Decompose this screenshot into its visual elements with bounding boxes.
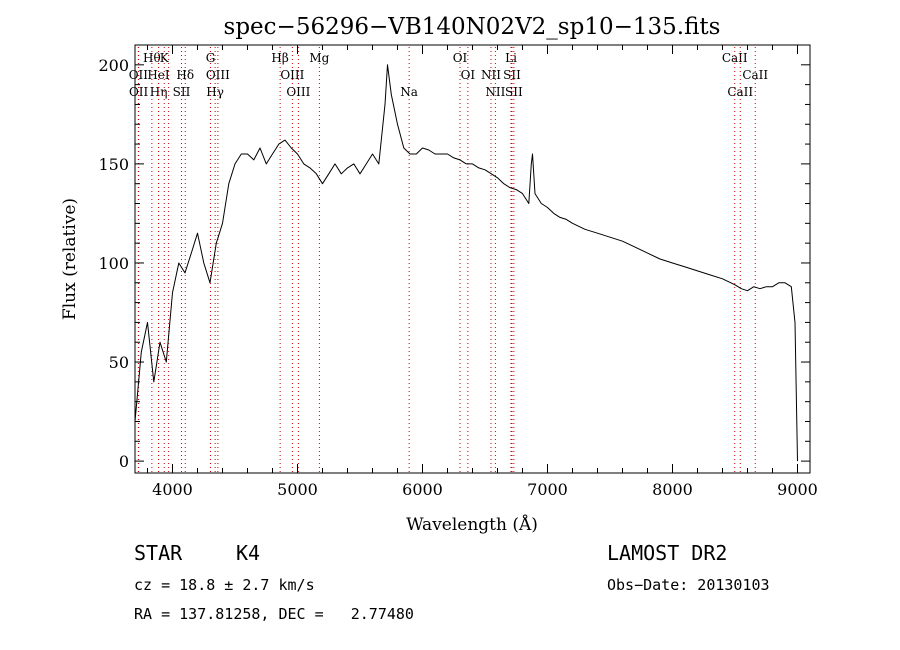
x-tick-label: 6000 xyxy=(402,480,443,499)
y-tick-label: 200 xyxy=(98,56,129,75)
line-marker-label: Li xyxy=(505,51,517,65)
line-marker-label: CaII xyxy=(742,68,768,82)
line-marker-label: HeI xyxy=(147,68,170,82)
line-marker-label: NII xyxy=(481,68,501,82)
y-tick-label: 150 xyxy=(98,155,129,174)
y-tick-label: 50 xyxy=(109,353,129,372)
line-marker-label: OIII xyxy=(206,68,230,82)
line-marker-label: Mg xyxy=(309,51,329,65)
line-marker-label: Hβ xyxy=(271,51,288,65)
line-marker-label: OI xyxy=(461,68,476,82)
line-marker-label: OII xyxy=(129,85,149,99)
survey-name: LAMOST DR2 xyxy=(607,541,728,565)
line-marker-label: CaII xyxy=(727,85,753,99)
line-marker-label: Hθ xyxy=(143,51,161,65)
x-axis-label: Wavelength (Å) xyxy=(406,514,538,535)
x-tick-label: 4000 xyxy=(152,480,193,499)
line-marker-label: NII xyxy=(485,85,505,99)
line-marker-label: SII xyxy=(505,85,523,99)
line-marker-label: OI xyxy=(453,51,468,65)
chart-title: spec−56296−VB140N02V2_sp10−135.fits xyxy=(224,14,721,40)
line-marker-label: SII xyxy=(173,85,191,99)
line-marker-label: K xyxy=(160,51,170,65)
line-marker-label: G xyxy=(206,51,216,65)
plot-area: 4000 5000 6000 7000 8000 9000 0 50 100 150 200 xyxy=(98,44,818,499)
x-tick-label: 9000 xyxy=(777,480,818,499)
line-marker-label: CaII xyxy=(722,51,748,65)
x-tick-label: 7000 xyxy=(527,480,568,499)
x-tick-label: 8000 xyxy=(652,480,693,499)
observation-date: Obs−Date: 20130103 xyxy=(607,576,770,594)
line-marker-label: Hγ xyxy=(206,85,224,99)
line-marker-label: SII xyxy=(503,68,521,82)
coordinates: RA = 137.81258, DEC = 2.77480 xyxy=(134,605,414,623)
line-marker-label: Na xyxy=(400,85,418,99)
line-marker-label: OIII xyxy=(280,68,304,82)
y-axis-label: Flux (relative) xyxy=(60,198,80,320)
redshift-cz: cz = 18.8 ± 2.7 km/s xyxy=(134,576,315,594)
y-tick-label: 100 xyxy=(98,254,129,273)
plot-frame xyxy=(134,44,811,474)
object-subclass: K4 xyxy=(236,541,261,565)
object-type: STAR xyxy=(134,541,183,565)
line-marker-label: Hδ xyxy=(176,68,194,82)
line-marker-label: OIII xyxy=(286,85,310,99)
y-tick-label: 0 xyxy=(119,452,129,471)
spectrum-line xyxy=(134,64,798,462)
x-tick-label: 5000 xyxy=(277,480,318,499)
